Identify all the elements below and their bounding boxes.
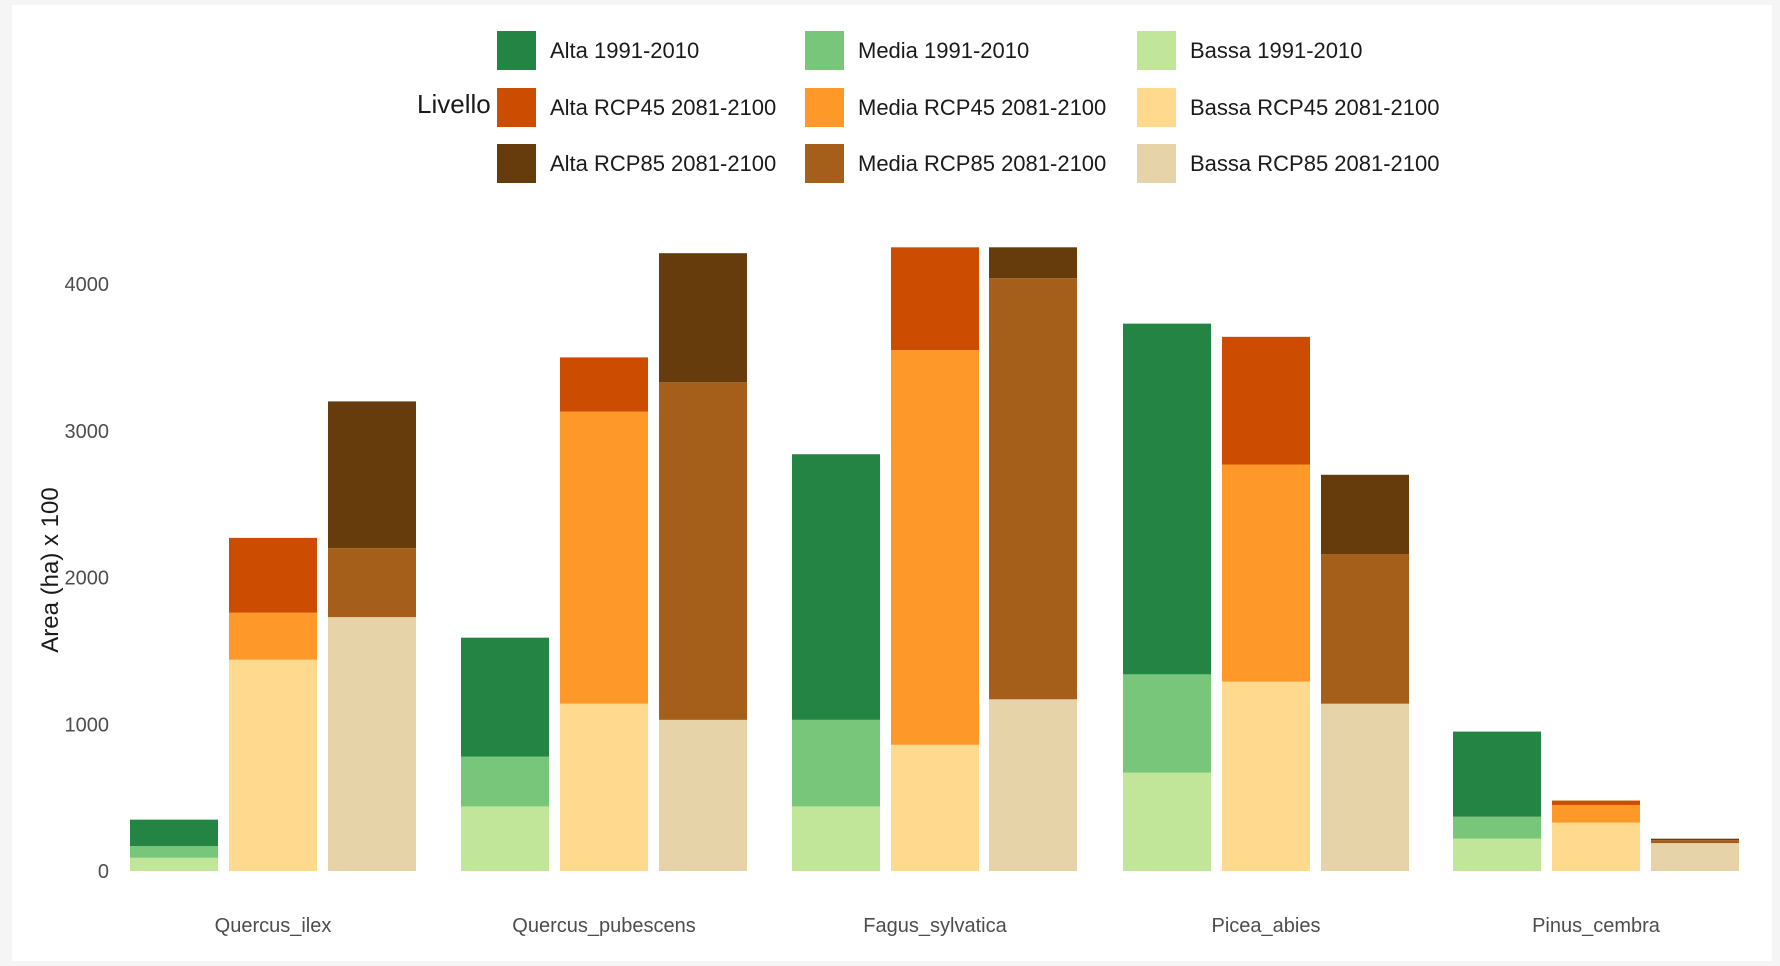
bar-segment-bassa xyxy=(792,806,880,871)
legend-swatch xyxy=(805,144,844,183)
legend-swatch xyxy=(497,31,536,70)
bar-segment-bassa xyxy=(891,744,979,871)
x-tick-label: Quercus_ilex xyxy=(215,915,332,937)
bar-segment-alta xyxy=(1222,336,1310,465)
legend-swatch xyxy=(497,88,536,127)
y-tick-label: 1000 xyxy=(65,714,110,736)
x-tick-label: Picea_abies xyxy=(1212,915,1321,937)
legend-swatch xyxy=(805,88,844,127)
x-tick-label: Quercus_pubescens xyxy=(512,915,695,937)
legend-label: Alta RCP85 2081-2100 xyxy=(550,151,776,176)
bar-segment-bassa xyxy=(1453,838,1541,871)
bar-segment-alta xyxy=(891,247,979,351)
bar-segment-media xyxy=(1222,464,1310,682)
bar-segment-bassa xyxy=(1123,772,1211,871)
bar-segment-bassa xyxy=(659,719,747,871)
bar-segment-alta xyxy=(1651,838,1739,841)
y-tick-label: 2000 xyxy=(65,568,110,590)
bar-segment-alta xyxy=(1321,474,1409,555)
bar-segment-media xyxy=(461,756,549,807)
bar-segment-alta xyxy=(328,401,416,549)
bar-segment-bassa xyxy=(1552,822,1640,871)
stacked-bar-chart: Livello Alta 1991-2010 Alta RCP45 2081-21… xyxy=(37,31,1739,937)
y-tick-label: 3000 xyxy=(65,421,110,443)
y-tick-label: 0 xyxy=(98,861,109,883)
bar-segment-alta xyxy=(1123,323,1211,675)
y-tick-label: 4000 xyxy=(65,274,110,296)
bar-segment-media xyxy=(891,350,979,745)
legend-swatch xyxy=(805,31,844,70)
bar-segment-media xyxy=(130,846,218,858)
legend-label: Media RCP45 2081-2100 xyxy=(858,95,1106,120)
bar-segment-media xyxy=(1321,554,1409,704)
legend-label: Alta RCP45 2081-2100 xyxy=(550,95,776,120)
legend-label: Media RCP85 2081-2100 xyxy=(858,151,1106,176)
bar-segment-media xyxy=(1552,804,1640,823)
y-axis-title: Area (ha) x 100 xyxy=(37,487,64,652)
bar-segment-bassa xyxy=(461,806,549,871)
bar-segment-media xyxy=(1123,674,1211,773)
y-axis: 0 1000 2000 3000 4000 xyxy=(65,274,110,883)
bar-segment-media xyxy=(560,411,648,704)
legend-swatch xyxy=(1137,88,1176,127)
x-tick-label: Fagus_sylvatica xyxy=(863,915,1007,937)
bar-segment-alta xyxy=(229,537,317,613)
bar-segment-bassa xyxy=(560,703,648,871)
legend-label: Media 1991-2010 xyxy=(858,38,1029,63)
legend-label: Bassa RCP85 2081-2100 xyxy=(1190,151,1440,176)
x-tick-label: Pinus_cembra xyxy=(1532,915,1661,937)
legend-label: Bassa 1991-2010 xyxy=(1190,38,1362,63)
bar-segment-bassa xyxy=(130,857,218,871)
legend-label: Alta 1991-2010 xyxy=(550,38,699,63)
bar-segment-alta xyxy=(792,454,880,720)
bar-segment-media xyxy=(328,548,416,618)
legend-swatch xyxy=(1137,144,1176,183)
legend-swatch xyxy=(497,144,536,183)
bar-segment-media xyxy=(1453,816,1541,839)
bar-segment-media xyxy=(1651,840,1739,844)
bar-segment-alta xyxy=(1552,800,1640,805)
bar-segment-alta xyxy=(659,253,747,383)
bar-segment-bassa xyxy=(1321,703,1409,871)
bar-segment-alta xyxy=(1453,731,1541,817)
bar-segment-bassa xyxy=(229,659,317,871)
bar-segment-bassa xyxy=(1222,681,1310,871)
bar-segment-bassa xyxy=(328,617,416,871)
bar-segment-alta xyxy=(989,247,1077,279)
legend-swatch xyxy=(1137,31,1176,70)
bars xyxy=(130,247,1739,871)
bar-segment-media xyxy=(792,719,880,807)
x-axis: Quercus_ilex Quercus_pubescens Fagus_sylva… xyxy=(215,915,1661,937)
bar-segment-alta xyxy=(560,357,648,412)
bar-segment-media xyxy=(989,278,1077,700)
legend: Alta 1991-2010 Alta RCP45 2081-2100 Alta R… xyxy=(497,31,1440,183)
legend-title: Livello xyxy=(417,89,491,119)
bar-segment-alta xyxy=(130,819,218,847)
legend-label: Bassa RCP45 2081-2100 xyxy=(1190,95,1440,120)
chart-panel: Livello Alta 1991-2010 Alta RCP45 2081-21… xyxy=(12,5,1772,961)
bar-segment-bassa xyxy=(1651,843,1739,871)
bar-segment-media xyxy=(229,612,317,660)
bar-segment-alta xyxy=(461,637,549,757)
bar-segment-media xyxy=(659,382,747,720)
bar-segment-bassa xyxy=(989,699,1077,871)
